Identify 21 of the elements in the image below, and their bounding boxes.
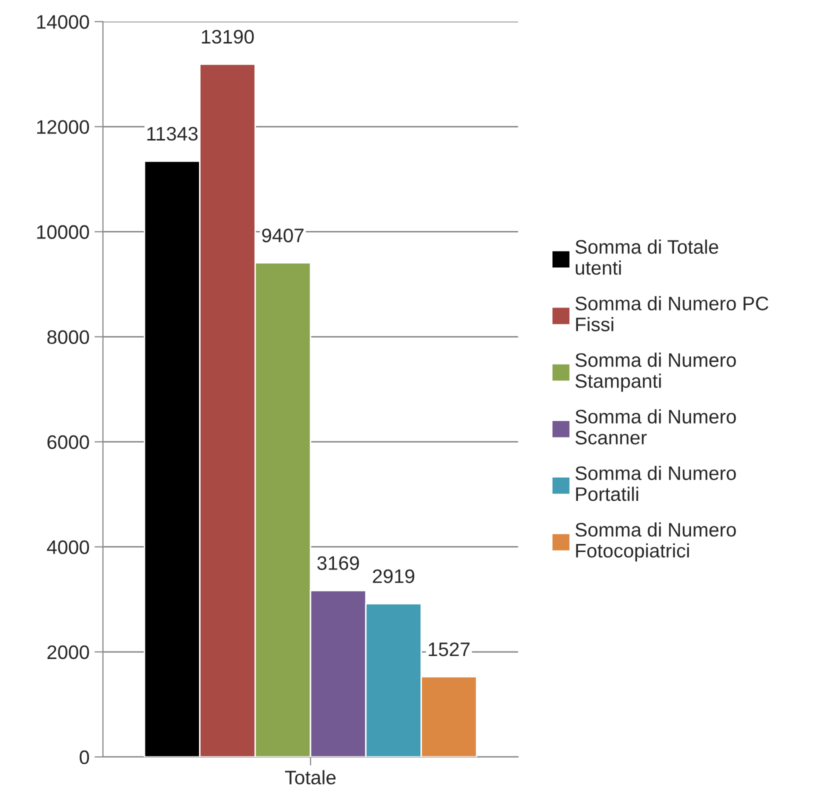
y-tick-label: 2000 — [47, 645, 89, 660]
legend-label: Somma di Numero PC Fissi — [575, 296, 768, 332]
y-tick-label: 12000 — [37, 120, 89, 134]
data-label: 13190 — [202, 30, 254, 44]
y-tick-label: 6000 — [47, 435, 89, 450]
y-tick-label: 4000 — [46, 540, 89, 554]
data-label: 2919 — [372, 569, 414, 584]
y-tick-label: 0 — [80, 750, 89, 764]
data-label: 3169 — [317, 556, 359, 570]
x-tick-label: Totale — [285, 770, 336, 784]
data-label: 9407 — [262, 228, 304, 242]
legend-label: Somma di Numero Stampanti — [575, 352, 736, 392]
legend-label: Somma di Numero Scanner — [575, 409, 736, 444]
y-tick-label: 10000 — [37, 225, 89, 239]
data-label: 11343 — [147, 126, 198, 141]
legend-label: Somma di Numero Fotocopiatrici — [575, 522, 736, 562]
data-label: 1527 — [428, 642, 470, 656]
legend-label: Somma di Numero Portatili — [575, 466, 736, 502]
y-tick-label: 8000 — [47, 330, 89, 344]
legend-label: Somma di Totale utenti — [575, 240, 718, 275]
y-tick-label: 14000 — [37, 15, 89, 29]
